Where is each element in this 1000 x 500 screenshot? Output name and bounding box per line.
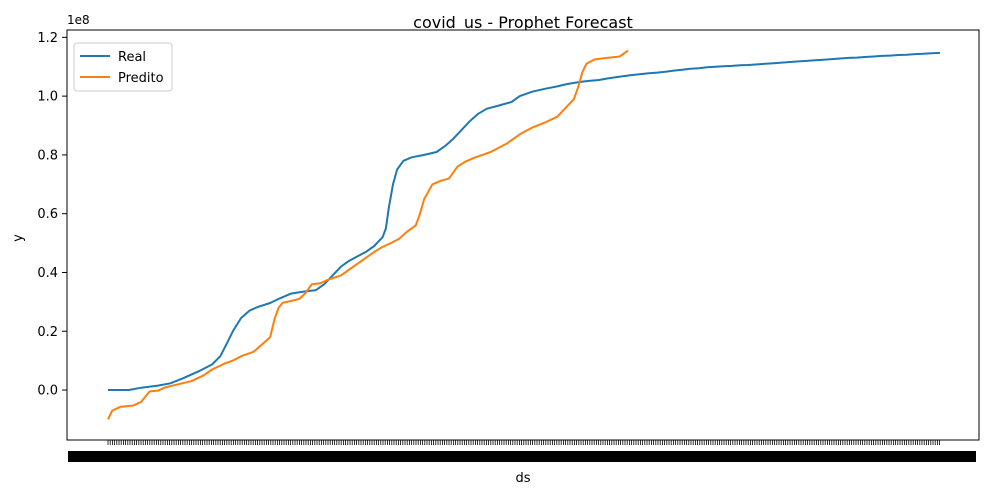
y-axis: 0.0 0.2 0.4 0.6 0.8 1.0 1.2 <box>37 31 67 399</box>
chart-title: covid_us - Prophet Forecast <box>413 13 633 33</box>
legend-label-predito: Predito <box>118 71 164 86</box>
x-axis-label: ds <box>515 471 530 486</box>
series-line-predito <box>107 49 629 420</box>
y-axis-label: y <box>11 234 26 242</box>
y-offset-label: 1e8 <box>67 13 90 27</box>
y-tick-label: 1.0 <box>37 90 58 105</box>
plot-area <box>66 29 980 441</box>
y-tick-label: 0.2 <box>37 325 58 340</box>
plot-frame <box>66 29 980 441</box>
y-tick-label: 0.4 <box>37 266 58 281</box>
legend: Real Predito <box>73 42 173 92</box>
y-tick-label: 1.2 <box>37 31 58 46</box>
y-tick-label: 0.6 <box>37 207 58 222</box>
x-tick-labels-overlapping <box>68 451 976 462</box>
y-tick-label: 0.8 <box>37 148 58 163</box>
series-layer <box>107 49 941 420</box>
x-axis <box>68 440 976 462</box>
y-tick-label: 0.0 <box>37 384 58 399</box>
legend-label-real: Real <box>118 50 146 65</box>
series-line-real <box>108 51 941 391</box>
